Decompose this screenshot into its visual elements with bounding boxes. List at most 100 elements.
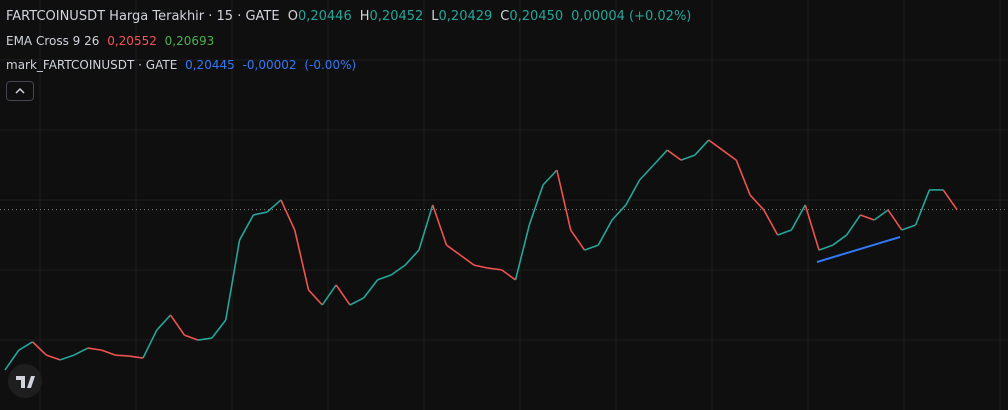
price-segment: [763, 209, 779, 236]
price-segment: [901, 224, 916, 231]
price-segment: [169, 314, 186, 336]
price-segment: [597, 219, 613, 246]
price-segment: [307, 289, 323, 306]
price-segment: [280, 199, 296, 231]
price-segment: [832, 234, 848, 246]
price-segment: [845, 214, 862, 236]
ema-slow-value: 0,20693: [164, 34, 215, 48]
ohlc-item: H0,20452: [360, 9, 428, 24]
price-segment: [749, 194, 765, 211]
price-segment: [790, 204, 806, 231]
price-segment: [542, 169, 558, 186]
price-segment: [198, 337, 213, 341]
price-segment: [873, 209, 889, 221]
price-segment: [46, 354, 61, 361]
mark-legend: mark_FARTCOINUSDT · GATE 0,20445 -0,0000…: [6, 58, 360, 72]
price-segment: [224, 239, 241, 321]
price-segment: [818, 244, 834, 251]
price-segment: [349, 297, 365, 306]
indicator-name[interactable]: mark_FARTCOINUSDT · GATE: [6, 58, 178, 72]
price-segment: [184, 334, 199, 341]
price-segment: [115, 354, 130, 357]
trend-line: [816, 236, 901, 263]
price-segment: [666, 149, 682, 161]
price-segment: [390, 264, 406, 276]
price-segment: [514, 224, 531, 281]
price-segment: [59, 354, 75, 361]
ohlc-label: C: [500, 9, 510, 24]
price-segment: [418, 204, 434, 251]
symbol-legend: FARTCOINUSDT Harga Terakhir · 15 · GATE …: [6, 9, 703, 24]
mark-change: -0,00002: [242, 58, 297, 72]
price-segment: [18, 341, 34, 351]
ohlc-value: 0,20446: [297, 9, 352, 24]
ohlc-item: 0,00004 (+0.02%): [571, 9, 695, 24]
logo-icon: [16, 376, 35, 388]
price-segment: [253, 211, 268, 216]
price-segment: [611, 204, 627, 221]
ohlc-values: O0,20446 H0,20452 L0,20429 C0,20450 0,00004 …: [288, 9, 700, 24]
price-segment: [584, 244, 599, 251]
price-segment: [887, 209, 903, 231]
price-segment: [4, 349, 20, 371]
price-segment: [473, 264, 489, 269]
price-segment: [335, 284, 351, 306]
price-segment: [459, 254, 475, 266]
price-segment: [501, 269, 516, 281]
price-segment: [321, 284, 337, 306]
price-segment: [377, 274, 392, 281]
price-segment: [211, 319, 227, 339]
price-segment: [32, 341, 47, 356]
price-segment: [804, 204, 820, 251]
price-segment: [238, 214, 255, 241]
price-segment: [639, 164, 655, 181]
collapse-button[interactable]: [6, 81, 34, 101]
mark-value: 0,20445: [185, 58, 235, 72]
price-segment: [266, 199, 282, 213]
price-segment: [735, 159, 751, 196]
ohlc-label: H: [359, 9, 370, 24]
price-segment: [528, 184, 544, 226]
ohlc-value: 0,20452: [369, 9, 424, 24]
logo[interactable]: [8, 364, 42, 398]
price-segment: [625, 179, 641, 206]
price-segment: [446, 244, 461, 256]
mark-change-percent: (-0.00%): [304, 58, 357, 72]
ohlc-item: O0,20446: [288, 9, 356, 24]
price-segment: [142, 329, 158, 359]
price-segment: [708, 139, 723, 151]
symbol-title[interactable]: FARTCOINUSDT Harga Terakhir · 15 · GATE: [6, 9, 280, 24]
price-segment: [570, 229, 586, 251]
price-segment: [431, 204, 448, 246]
ema-legend: EMA Cross 9 26 0,20552 0,20693: [6, 34, 218, 48]
price-segment: [129, 355, 144, 359]
price-segment: [404, 249, 420, 266]
price-segment: [87, 347, 102, 351]
price-segment: [680, 154, 696, 161]
chevron-icon: [15, 87, 25, 94]
price-segment: [156, 314, 172, 331]
price-segment: [487, 267, 502, 271]
price-segment: [721, 149, 737, 161]
ema-fast-value: 0,20552: [107, 34, 157, 48]
price-segment: [914, 189, 931, 226]
ohlc-value: 0,20429: [438, 9, 493, 24]
price-segment: [694, 139, 710, 156]
price-segment: [777, 229, 792, 236]
price-segment: [942, 189, 958, 211]
indicator-name[interactable]: EMA Cross 9 26: [6, 34, 100, 48]
ohlc-item: L0,20429: [431, 9, 496, 24]
price-segment: [556, 169, 572, 231]
price-segment: [293, 229, 310, 291]
ohlc-value: 0,00004 (+0.02%): [571, 9, 692, 24]
price-segment: [101, 349, 116, 356]
ohlc-label: O: [287, 9, 298, 24]
price-segment: [73, 347, 89, 356]
price-segment: [860, 214, 875, 221]
ohlc-item: C0,20450: [500, 9, 567, 24]
ohlc-value: 0,20450: [509, 9, 564, 24]
price-segment: [363, 279, 379, 299]
price-segment: [652, 149, 668, 166]
